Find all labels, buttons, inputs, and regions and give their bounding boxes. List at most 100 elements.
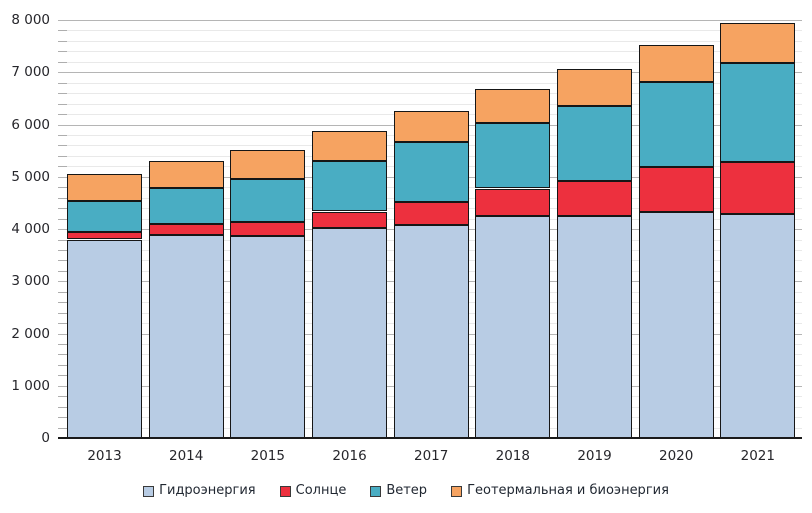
bar-segment-geo_bio-2020 [638,44,714,83]
y-axis-minor-tick [58,93,67,95]
bar-segment-hydro-2015 [230,236,306,438]
bar-segment-wind-2018 [475,122,551,189]
minor-gridline [67,30,802,32]
y-axis-minor-tick [58,114,67,116]
y-axis-tick-label: 0 [41,430,50,446]
minor-gridline [67,82,802,84]
bar-segment-wind-2021 [720,62,796,162]
legend-item-geo_bio: Геотермальная и биоэнергия [451,483,669,499]
bar-segment-solar-2016 [312,211,387,228]
legend-label-wind: Ветер [386,483,428,498]
legend-swatch-geo_bio [451,485,463,497]
bar-segment-wind-2014 [148,188,224,225]
y-axis-minor-tick [58,51,67,53]
y-axis-tick-label: 4 000 [11,221,50,237]
y-axis-minor-tick [58,364,67,366]
bar-segment-hydro-2018 [475,216,551,438]
y-axis-tick-label: 7 000 [11,64,50,81]
y-axis-tick-label: 1 000 [11,377,50,394]
y-axis-minor-tick [58,208,67,210]
bar-segment-solar-2015 [230,221,306,236]
y-axis-minor-tick [58,312,67,314]
y-axis-minor-tick [58,155,67,157]
y-axis-minor-tick [58,323,67,325]
y-axis-minor-tick [58,103,67,105]
legend-label-geo_bio: Геотермальная и биоэнергия [467,483,669,498]
bar-segment-solar-2014 [148,224,224,236]
x-axis-category-label: 2020 [659,448,694,464]
y-axis-minor-tick [58,396,67,398]
bar-segment-solar-2020 [638,166,714,213]
y-axis-minor-tick [58,260,67,262]
bar-segment-hydro-2020 [638,212,714,438]
x-axis-category-label: 2017 [414,448,449,464]
bar-segment-geo_bio-2019 [557,69,632,107]
minor-gridline [67,51,802,53]
y-axis-minor-tick [58,239,67,241]
y-axis-minor-tick [58,343,67,345]
y-axis-minor-tick [58,249,67,251]
bar-segment-hydro-2013 [67,239,142,438]
y-axis-minor-tick [58,417,67,419]
x-axis-category-label: 2013 [87,448,122,464]
bar-segment-geo_bio-2016 [312,131,387,161]
y-axis-minor-tick [58,187,67,189]
legend-swatch-hydro [143,485,155,497]
bar-segment-solar-2017 [393,201,469,226]
bar-segment-wind-2017 [393,142,469,202]
minor-gridline [67,61,802,63]
y-axis-minor-tick [58,134,67,136]
y-axis-tick-label: 3 000 [11,273,50,290]
bar-segment-hydro-2014 [148,235,224,438]
bar-segment-solar-2018 [475,188,551,217]
bar-segment-hydro-2017 [393,225,469,438]
y-axis-minor-tick [58,406,67,408]
bar-segment-geo_bio-2014 [148,161,224,189]
x-axis-category-label: 2014 [169,448,204,464]
bar-segment-geo_bio-2021 [720,23,796,63]
minor-gridline [67,103,802,105]
x-axis-line [58,437,802,439]
bar-segment-solar-2013 [67,232,142,240]
x-axis-category-label: 2018 [495,448,530,464]
y-axis-minor-tick [58,61,67,63]
bar-segment-wind-2020 [638,82,714,167]
legend-item-wind: Ветер [370,483,427,499]
bar-segment-solar-2021 [720,161,796,215]
y-axis-minor-tick [58,30,67,32]
legend-item-hydro: Гидроэнергия [143,483,256,499]
y-axis-tick-label: 6 000 [11,116,50,133]
legend-label-solar: Солнце [295,483,347,498]
y-axis-tick-label: 8 000 [11,12,50,28]
y-axis-minor-tick [58,197,67,199]
bar-segment-geo_bio-2015 [230,150,306,179]
y-axis-minor-tick [58,291,67,293]
y-axis-tick-label: 2 000 [11,325,50,342]
bar-segment-hydro-2016 [312,228,387,438]
bar-segment-geo_bio-2013 [67,174,142,201]
y-axis-minor-tick [58,427,67,429]
bar-segment-geo_bio-2017 [393,110,469,143]
bar-segment-geo_bio-2018 [475,89,551,123]
bar-segment-hydro-2021 [720,214,796,438]
x-axis-category-label: 2015 [250,448,285,464]
x-axis-category-label: 2016 [332,448,367,464]
y-axis-minor-tick [58,145,67,147]
major-gridline [58,72,802,74]
x-axis-category-label: 2021 [740,448,775,464]
y-axis-minor-tick [58,82,67,84]
x-axis-category-label: 2019 [577,448,612,464]
major-gridline [58,20,802,21]
legend-swatch-wind [370,485,382,497]
legend: Гидроэнергия Солнце Ветер Геотермальная и б… [0,481,812,501]
minor-gridline [67,40,802,42]
y-axis-minor-tick [58,218,67,220]
y-axis-minor-tick [58,40,67,42]
bar-segment-solar-2019 [557,180,632,216]
bar-segment-wind-2013 [67,200,142,233]
y-axis-minor-tick [58,166,67,168]
y-axis-minor-tick [58,354,67,356]
bar-segment-hydro-2019 [557,215,632,438]
bar-segment-wind-2015 [230,178,306,222]
